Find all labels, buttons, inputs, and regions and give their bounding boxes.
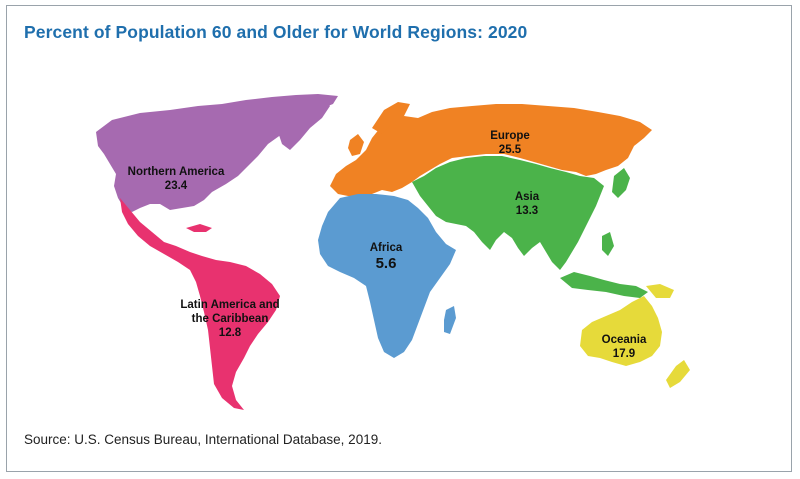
value-oceania: 17.9 [613, 348, 635, 360]
europe-shape [330, 104, 652, 196]
region-northern-america [96, 94, 338, 212]
new-zealand-shape [666, 360, 690, 388]
value-europe: 25.5 [499, 144, 522, 156]
label-europe: Europe [490, 130, 530, 142]
label-latin-america-line2: the Caribbean [192, 313, 269, 325]
greenland-shape [262, 96, 330, 150]
region-latin-america [120, 198, 280, 410]
value-latin-america: 12.8 [219, 327, 242, 339]
value-asia: 13.3 [516, 205, 538, 217]
value-africa: 5.6 [376, 255, 397, 272]
southeast-asia-islands-shape [560, 272, 648, 298]
map-title: Percent of Population 60 and Older for W… [24, 22, 528, 42]
uk-shape [348, 134, 364, 156]
label-latin-america-line1: Latin America and [180, 299, 279, 311]
oceania-shape [580, 296, 662, 366]
asia-shape [412, 156, 604, 270]
region-oceania [580, 284, 690, 388]
philippines-shape [602, 232, 614, 256]
region-europe [330, 102, 652, 196]
label-asia: Asia [515, 191, 540, 203]
label-northern-america: Northern America [128, 166, 225, 178]
africa-shape [318, 194, 456, 358]
region-asia [412, 156, 648, 298]
caribbean-islands-shape [186, 224, 212, 232]
latin-america-shape [120, 198, 280, 410]
region-africa [318, 194, 456, 358]
madagascar-shape [444, 306, 456, 334]
label-africa: Africa [370, 242, 403, 254]
label-oceania: Oceania [602, 334, 647, 346]
source-note: Source: U.S. Census Bureau, Internationa… [24, 432, 382, 447]
value-northern-america: 23.4 [165, 180, 188, 192]
scandinavia-shape [372, 102, 410, 134]
japan-shape [612, 168, 630, 198]
new-guinea-shape [646, 284, 674, 298]
